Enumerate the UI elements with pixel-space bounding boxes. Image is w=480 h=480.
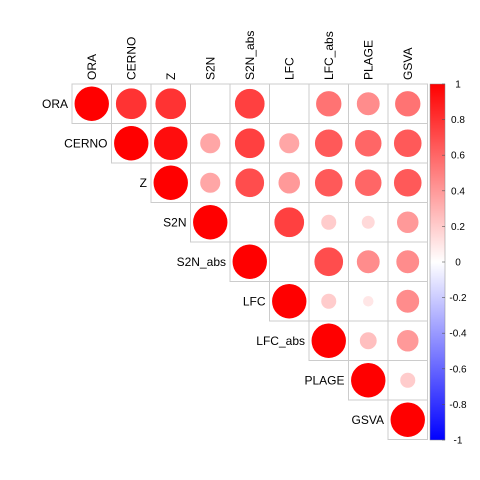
circle-z-plage [355,169,382,196]
correlation-circles [74,86,425,437]
circle-ora-ora [74,86,109,121]
row-label-lfc-abs: LFC_abs [256,334,305,348]
circle-s2n-gsva [397,211,419,233]
circle-cerno-s2n [200,133,221,154]
circle-s2n-s2n [193,205,228,240]
circle-lfc-plage [363,296,374,307]
row-label-s2n-abs: S2N_abs [177,255,226,269]
circle-ora-s2n-abs [235,89,265,119]
circle-z-z [153,165,188,200]
circle-cerno-z [154,126,188,160]
row-label-cerno: CERNO [64,136,107,150]
circle-lfc-lfc-abs [321,293,337,309]
circle-cerno-lfc [279,133,300,154]
circle-s2n-plage [361,215,375,229]
column-labels: ORA CERNO Z S2N S2N_abs LFC LFC_abs PLAGE GSVA [85,31,415,80]
circle-s2n-lfc [274,207,304,237]
circle-lfc-abs-lfc-abs [311,323,346,358]
row-label-gsva: GSVA [352,413,384,427]
circle-plage-plage [351,363,386,398]
circle-z-s2n [200,172,221,193]
colorbar-tick-label: -0.8 [449,400,467,411]
circle-lfc-gsva [396,290,419,313]
grid-cell-ora-s2n [191,84,231,124]
circle-lfc-abs-plage [360,332,378,350]
colorbar-tick-label: 0.4 [451,186,465,197]
colorbar-tick-label: 0.8 [451,115,465,126]
colorbar-tick-label: 0.6 [451,151,465,162]
row-label-plage: PLAGE [304,373,344,387]
col-label-s2n: S2N [203,57,217,80]
col-label-plage: PLAGE [361,40,375,80]
circle-z-s2n-abs [235,168,264,197]
row-label-z: Z [140,176,147,190]
circle-cerno-plage [355,130,382,157]
circle-plage-gsva [400,372,416,388]
colorbar-tick-label: 0 [455,258,461,269]
circle-ora-lfc-abs [316,91,342,117]
circle-s2n-abs-gsva [396,250,419,273]
circle-ora-plage [357,92,380,115]
circle-lfc-lfc [272,284,307,319]
circle-z-lfc-abs [315,169,343,197]
col-label-s2n-abs: S2N_abs [243,31,257,80]
colorbar: 1 0.8 0.6 0.4 0.2 0 -0.2 -0.4 -0.6 -0.8 -1 [430,80,467,447]
grid-cell-s2n-s2n-abs [230,203,270,243]
circle-cerno-lfc-abs [315,129,343,157]
colorbar-tick-label: -0.2 [449,293,467,304]
circle-z-gsva [394,169,422,197]
circle-s2n-abs-s2n-abs [232,244,267,279]
circle-ora-gsva [395,91,421,117]
col-label-lfc-abs: LFC_abs [322,31,336,80]
col-label-ora: ORA [85,54,99,80]
circle-s2n-abs-lfc-abs [314,247,343,276]
colorbar-tick-label: -0.6 [449,364,467,375]
row-label-lfc: LFC [243,294,266,308]
row-label-s2n: S2N [163,215,186,229]
circle-cerno-cerno [114,126,149,161]
grid-cell-s2n-abs-lfc [270,242,310,282]
col-label-z: Z [164,73,178,80]
circle-cerno-s2n-abs [235,128,265,158]
colorbar-tick-label: 0.2 [451,222,465,233]
colorbar-tick-label: -1 [454,436,463,447]
col-label-gsva: GSVA [401,48,415,80]
circle-s2n-abs-plage [357,250,380,273]
grid-cell-ora-lfc [270,84,310,124]
circle-ora-z [155,88,186,119]
col-label-lfc: LFC [282,57,296,80]
colorbar-tick-label: -0.4 [449,329,467,340]
circle-z-lfc [278,172,300,194]
colorbar-tick-label: 1 [455,80,461,91]
circle-lfc-abs-gsva [397,330,419,352]
circle-cerno-gsva [394,129,422,157]
circle-gsva-gsva [390,402,425,437]
circle-s2n-lfc-abs [321,214,337,230]
circle-ora-cerno [116,88,147,119]
col-label-cerno: CERNO [124,37,138,80]
row-label-ora: ORA [42,97,68,111]
